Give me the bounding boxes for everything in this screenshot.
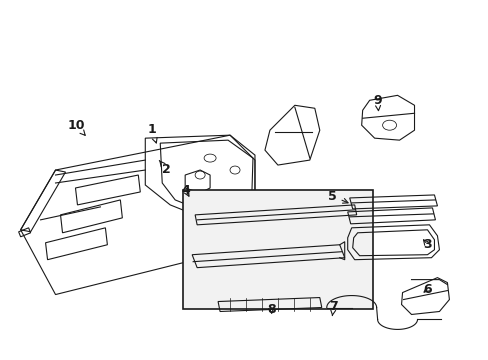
Text: 6: 6 [422, 283, 431, 296]
Text: 3: 3 [422, 238, 431, 251]
Text: 7: 7 [329, 300, 337, 316]
Text: 2: 2 [159, 161, 170, 176]
Text: 9: 9 [372, 94, 381, 111]
Text: 8: 8 [266, 303, 275, 316]
Text: 1: 1 [147, 123, 157, 143]
Text: 4: 4 [181, 184, 190, 197]
Text: 5: 5 [327, 190, 347, 203]
Bar [183, 190, 372, 310]
Text: 10: 10 [67, 119, 85, 135]
